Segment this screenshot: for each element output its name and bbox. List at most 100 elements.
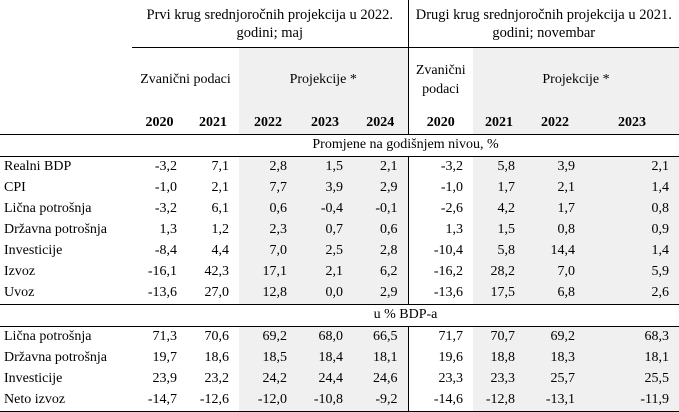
cell: 2,8 xyxy=(353,240,408,262)
cell: 14,4 xyxy=(525,240,585,262)
cell: 1,3 xyxy=(407,219,473,241)
cell: 5,8 xyxy=(473,156,525,178)
cell: 18,1 xyxy=(585,347,679,369)
cell: 18,3 xyxy=(525,347,585,369)
cell: 3,9 xyxy=(525,156,585,178)
cell: -12,0 xyxy=(239,389,297,412)
cell: 0,9 xyxy=(585,219,679,241)
cell: 71,7 xyxy=(407,326,473,348)
cell: 4,2 xyxy=(473,198,525,220)
cell: 0,8 xyxy=(585,198,679,220)
section-title: Promjene na godišnjem nivou, % xyxy=(132,133,679,157)
cell: 7,7 xyxy=(239,177,297,199)
projections-label-1: Projekcije * xyxy=(239,47,408,113)
cell: 2,1 xyxy=(297,261,353,283)
year-header: 2024 xyxy=(353,113,408,134)
cell: 2,1 xyxy=(211,180,230,195)
cell: 1,3 xyxy=(159,222,178,237)
cell: 5,9 xyxy=(585,261,679,283)
cell: 2,8 xyxy=(239,156,297,178)
cell: 0,6 xyxy=(239,198,297,220)
cell: -9,2 xyxy=(353,389,408,412)
row-label: Lična potrošnja xyxy=(4,329,92,344)
cell: 1,7 xyxy=(473,177,525,199)
year-header: 2023 xyxy=(297,113,353,134)
row-label: Realni BDP xyxy=(4,159,72,174)
cell: 23,2 xyxy=(204,371,230,386)
cell: -0,4 xyxy=(297,198,353,220)
row-label: Izvoz xyxy=(4,264,36,279)
row-label: Investicije xyxy=(4,243,63,258)
cell: 6,2 xyxy=(353,261,408,283)
cell: 19,7 xyxy=(152,350,178,365)
cell: 71,3 xyxy=(152,329,178,344)
row-label: Neto izvoz xyxy=(0,389,132,412)
cell: -12,8 xyxy=(473,389,525,412)
cell: 23,3 xyxy=(407,368,473,390)
cell: -11,9 xyxy=(585,389,679,412)
cell: -1,0 xyxy=(154,180,177,195)
cell: 70,6 xyxy=(204,329,230,344)
cell: 2,9 xyxy=(353,177,408,199)
cell: 42,3 xyxy=(204,264,230,279)
cell: -16,2 xyxy=(407,261,473,283)
cell: 1,4 xyxy=(585,240,679,262)
cell: -1,0 xyxy=(407,177,473,199)
cell: 66,5 xyxy=(353,326,408,348)
cell: 17,1 xyxy=(239,261,297,283)
cell: 25,5 xyxy=(585,368,679,390)
group2-title: Drugi krug srednjoročnih projekcija u 20… xyxy=(407,0,679,48)
cell: -3,2 xyxy=(154,201,177,216)
cell: 6,1 xyxy=(211,201,230,216)
cell: -14,7 xyxy=(132,389,187,412)
cell: 2,6 xyxy=(585,282,679,304)
group1-title: Prvi krug srednjoročnih projekcija u 202… xyxy=(132,0,408,48)
cell: -13,6 xyxy=(407,282,473,304)
cell: 0,7 xyxy=(297,219,353,241)
cell: 25,7 xyxy=(525,368,585,390)
cell: 23,9 xyxy=(152,371,178,386)
cell: 2,1 xyxy=(525,177,585,199)
row-label: Investicije xyxy=(4,371,63,386)
cell: 6,8 xyxy=(525,282,585,304)
cell: 4,4 xyxy=(211,243,230,258)
cell: 7,0 xyxy=(239,240,297,262)
year-header: 2020 xyxy=(145,115,174,131)
official-data-label-1: Zvanični podaci xyxy=(140,72,231,88)
cell: 24,6 xyxy=(353,368,408,390)
cell: 18,4 xyxy=(297,347,353,369)
row-label: Državna potrošnja xyxy=(4,350,108,365)
cell: 2,3 xyxy=(239,219,297,241)
cell: -3,2 xyxy=(154,159,177,174)
cell: -16,1 xyxy=(147,264,177,279)
section-title: u % BDP-a xyxy=(132,303,679,327)
cell: 17,5 xyxy=(473,282,525,304)
projections-label-2: Projekcije * xyxy=(473,47,679,113)
cell: 3,9 xyxy=(297,177,353,199)
cell: 0,8 xyxy=(525,219,585,241)
cell: 2,1 xyxy=(353,156,408,178)
cell: -2,6 xyxy=(407,198,473,220)
cell: 1,2 xyxy=(211,222,230,237)
cell: 12,8 xyxy=(239,282,297,304)
cell: -13,1 xyxy=(525,389,585,412)
year-header: 2021 xyxy=(473,113,525,134)
cell: -13,6 xyxy=(147,285,177,300)
row-label: Državna potrošnja xyxy=(4,222,108,237)
cell: 24,4 xyxy=(297,368,353,390)
cell: -3,2 xyxy=(407,156,473,178)
year-header: 2023 xyxy=(585,113,679,134)
cell: 1,5 xyxy=(473,219,525,241)
year-header: 2021 xyxy=(199,115,227,131)
official-data-label-2: Zvanični podaci xyxy=(407,47,473,113)
cell: -10,8 xyxy=(297,389,353,412)
cell: 23,3 xyxy=(473,368,525,390)
cell: -10,4 xyxy=(407,240,473,262)
cell: 18,1 xyxy=(353,347,408,369)
cell: 7,1 xyxy=(211,159,230,174)
cell: 68,3 xyxy=(585,326,679,348)
cell: -12,6 xyxy=(187,389,239,412)
cell: 18,8 xyxy=(473,347,525,369)
cell: 1,5 xyxy=(297,156,353,178)
